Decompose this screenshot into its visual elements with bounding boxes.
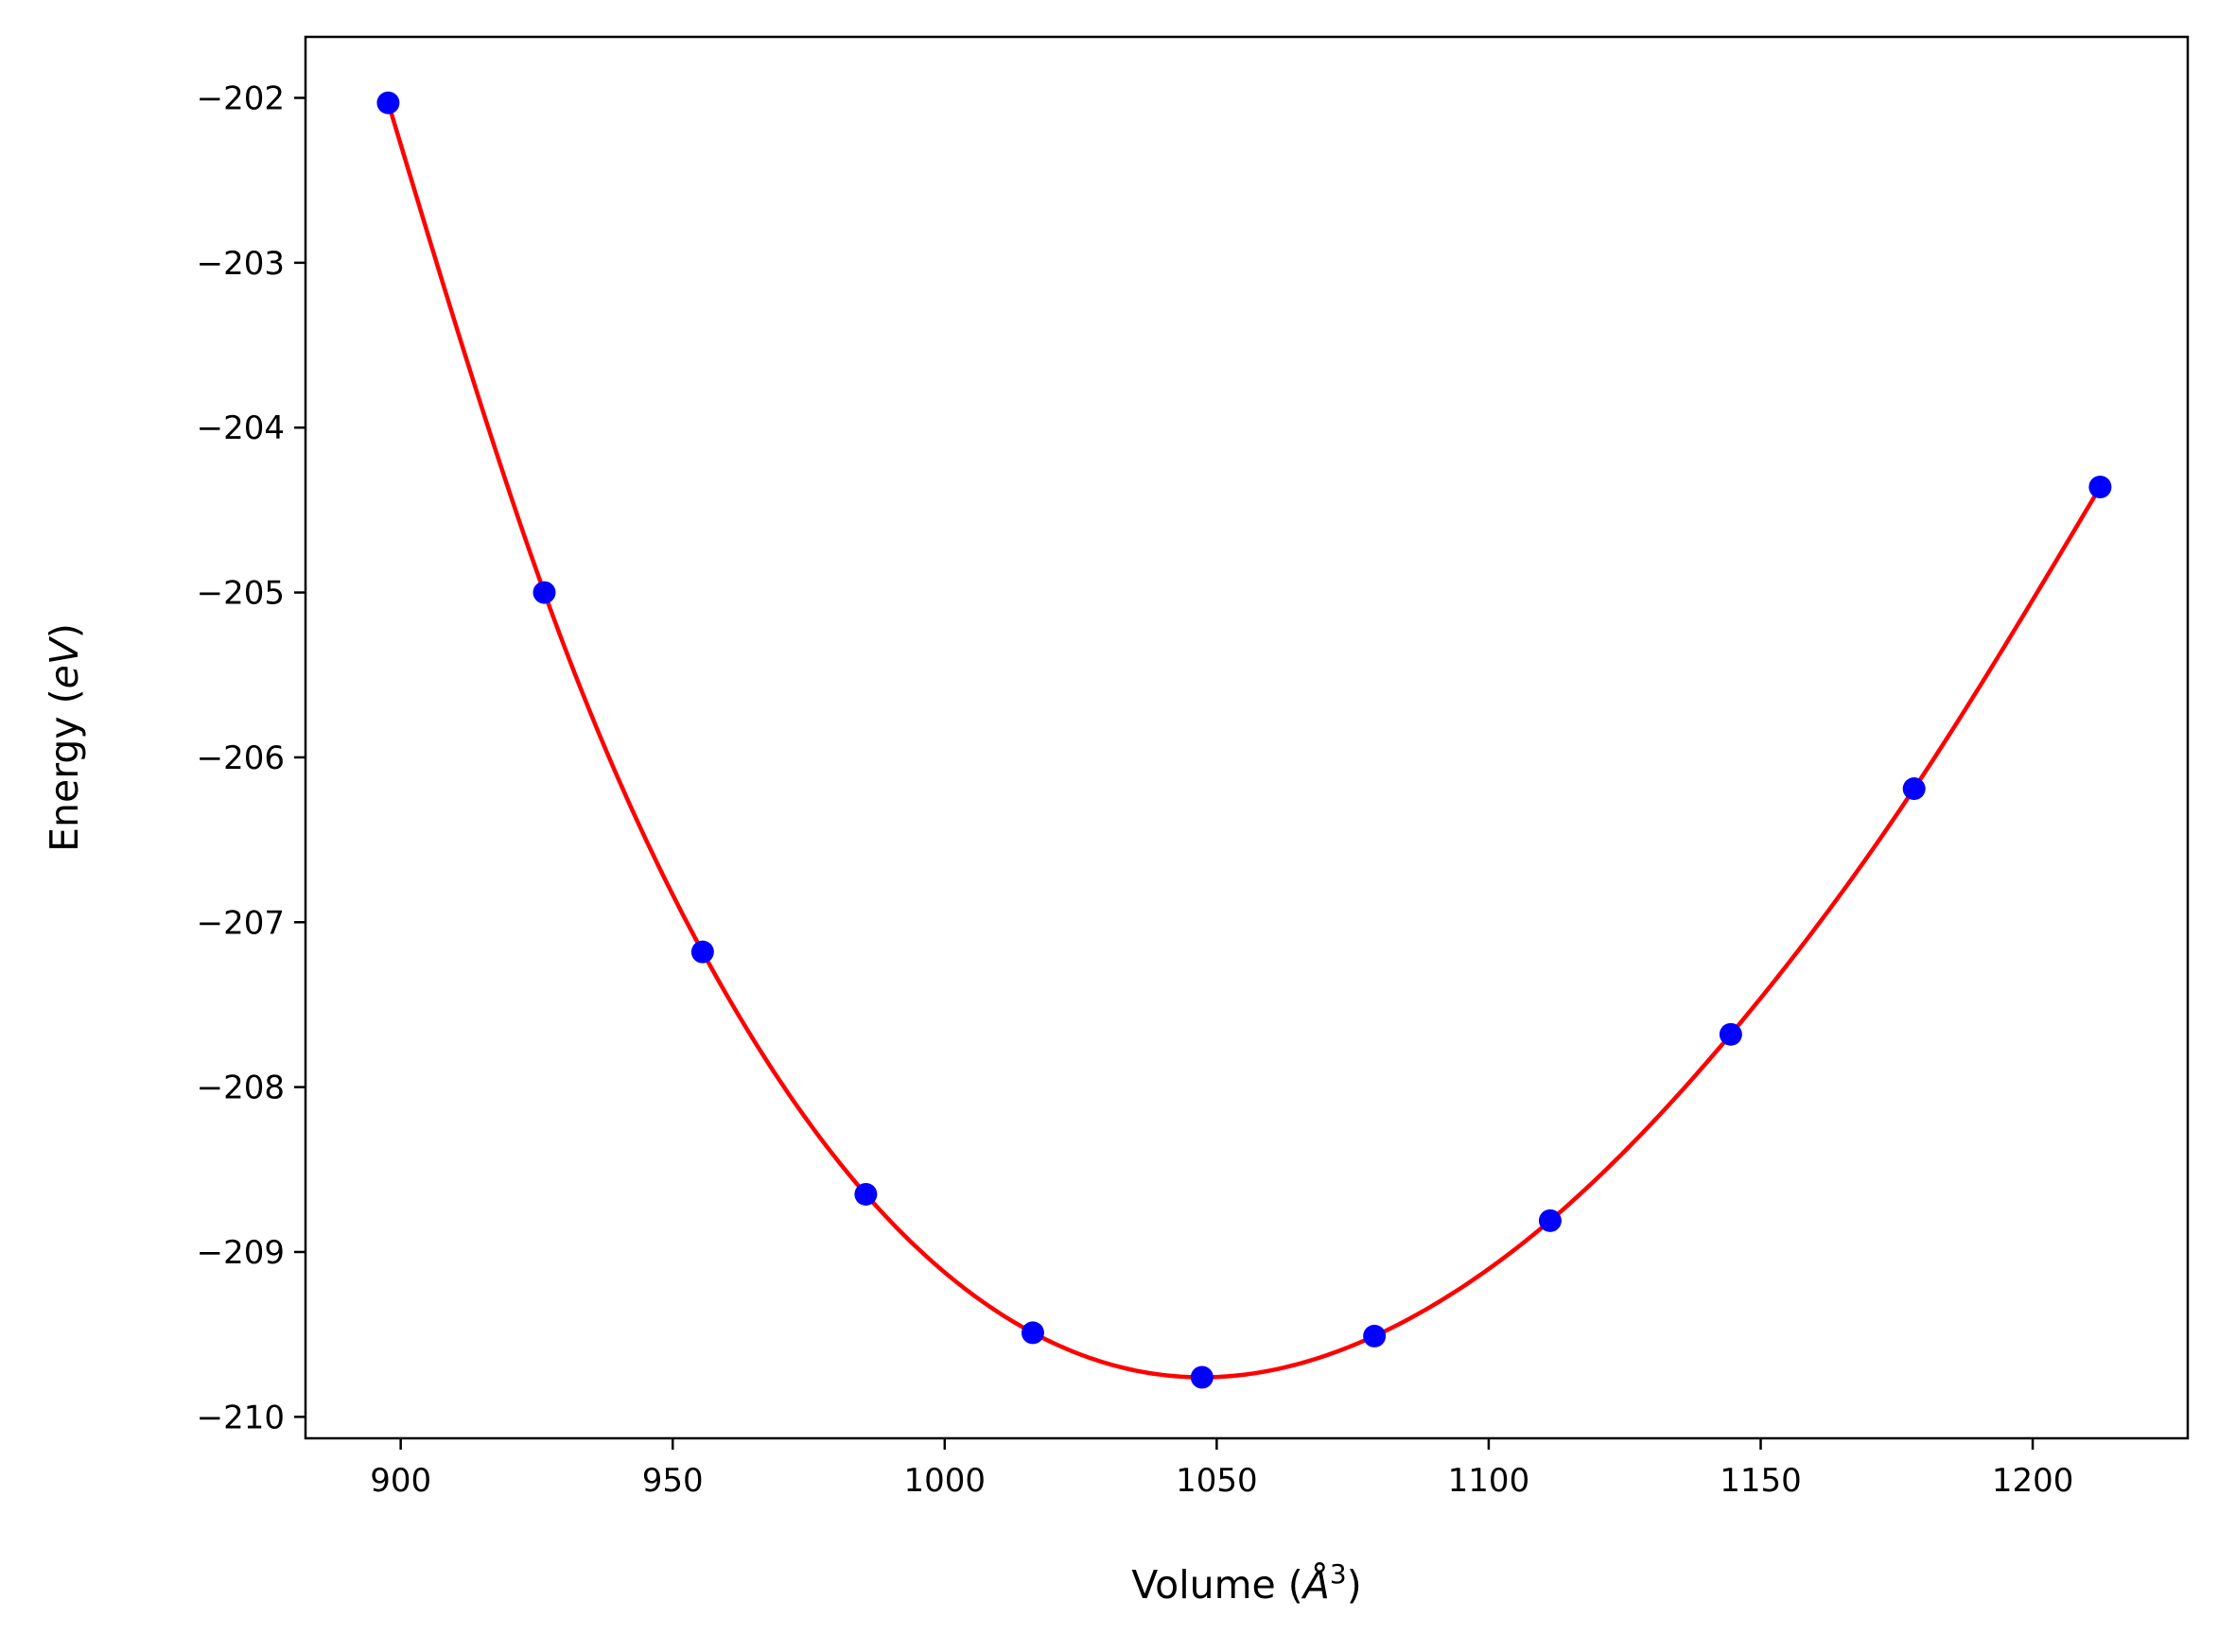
data-point <box>854 1182 878 1206</box>
data-point <box>2088 475 2112 498</box>
x-axis-label-suffix: ) <box>1347 1562 1362 1608</box>
x-axis-label: Volume (Å3) <box>1131 1558 1361 1608</box>
data-point <box>376 91 400 114</box>
plot-area-background <box>306 37 2188 1438</box>
y-tick-label: −205 <box>197 575 285 613</box>
data-point <box>1902 777 1926 801</box>
data-point <box>1021 1321 1044 1345</box>
series-layer <box>376 91 2112 1389</box>
data-point <box>1538 1209 1562 1232</box>
x-tick-label: 1050 <box>1176 1462 1258 1500</box>
data-point <box>533 581 556 604</box>
y-axis-ticks: −202 −203 −204 −205 −206 −207 −208 −209 −210 <box>197 80 306 1436</box>
plot-frame <box>304 35 2190 1440</box>
x-tick-label: 1150 <box>1720 1462 1802 1500</box>
y-tick-label: −210 <box>197 1399 285 1436</box>
y-tick-label: −207 <box>197 904 285 942</box>
x-tick-label: 1200 <box>1992 1462 2074 1500</box>
y-tick-label: −204 <box>197 409 285 447</box>
y-axis-label-unit: eV <box>42 635 87 688</box>
y-axis-label-prefix: Energy ( <box>42 688 87 852</box>
data-point <box>1363 1324 1387 1348</box>
x-axis-ticks: 900 950 1000 1050 1100 1150 1200 <box>370 1438 2073 1500</box>
x-tick-label: 1000 <box>904 1462 987 1500</box>
y-tick-label: −202 <box>197 80 285 118</box>
y-axis-label-suffix: ) <box>42 623 87 638</box>
data-point <box>690 940 714 964</box>
x-axis-label-prefix: Volume ( <box>1131 1562 1303 1608</box>
x-tick-label: 950 <box>642 1462 704 1500</box>
fit-curve-line <box>386 102 2103 1380</box>
data-point <box>1719 1022 1742 1046</box>
x-axis-label-exponent: 3 <box>1330 1558 1347 1590</box>
y-tick-label: −208 <box>197 1069 285 1107</box>
y-tick-label: −206 <box>197 739 285 777</box>
x-tick-label: 1100 <box>1448 1462 1530 1500</box>
x-axis-label-unit: Å <box>1301 1562 1330 1608</box>
y-axis-label: Energy (eV) <box>42 623 87 852</box>
x-tick-label: 900 <box>370 1462 431 1500</box>
y-tick-label: −209 <box>197 1234 285 1272</box>
data-point <box>1190 1365 1214 1389</box>
y-tick-label: −203 <box>197 245 285 283</box>
